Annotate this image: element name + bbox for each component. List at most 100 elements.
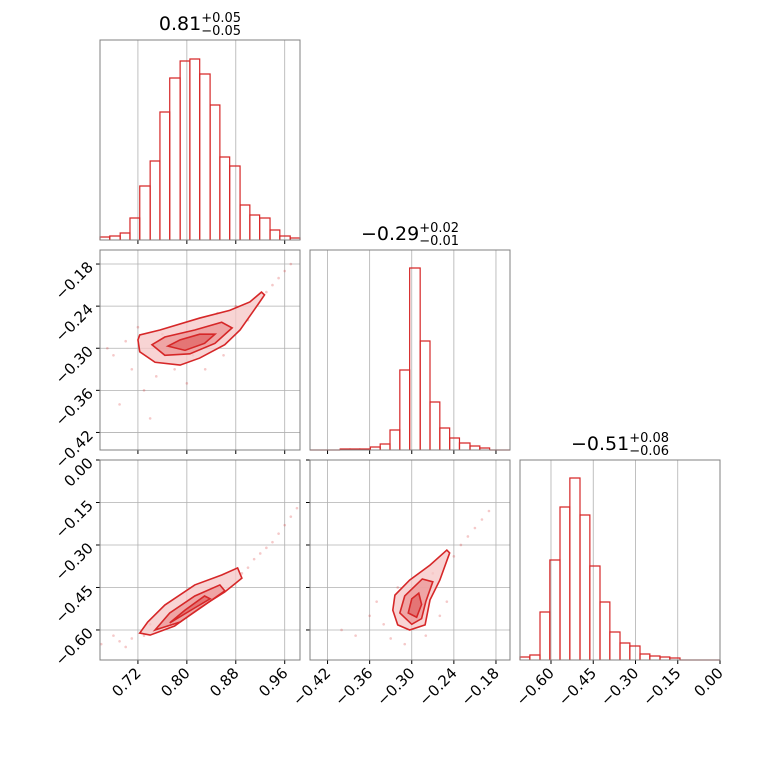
sample-point bbox=[389, 637, 393, 640]
sample-point bbox=[203, 367, 207, 371]
panel-title: 0.81+0.05 −0.05 bbox=[159, 11, 241, 39]
histogram-bin bbox=[159, 111, 171, 240]
sample-point bbox=[112, 634, 115, 637]
histogram-bin bbox=[539, 611, 551, 660]
sample-point bbox=[368, 614, 371, 618]
y-tick-label: −0.18 bbox=[52, 258, 97, 303]
y-tick-label: −0.30 bbox=[52, 342, 97, 387]
sample-point bbox=[396, 586, 400, 589]
sample-point bbox=[271, 283, 274, 287]
title-value: −0.51 bbox=[571, 433, 629, 455]
histogram-bin bbox=[249, 214, 261, 240]
y-tick-label: −0.24 bbox=[52, 300, 97, 345]
sample-point bbox=[283, 523, 287, 527]
sample-point bbox=[154, 375, 158, 378]
histogram-bin bbox=[639, 653, 651, 660]
sample-point bbox=[480, 518, 484, 521]
histogram-bin bbox=[589, 565, 601, 660]
x-tick-label: −0.36 bbox=[331, 664, 376, 709]
panel-frame bbox=[519, 459, 721, 661]
panel-frame bbox=[309, 249, 511, 451]
histogram-bin bbox=[139, 185, 151, 240]
sample-point bbox=[277, 276, 280, 280]
title-value: 0.81 bbox=[159, 13, 201, 35]
title-lower: −0.01 bbox=[419, 234, 459, 249]
y-tick-label: −0.60 bbox=[52, 624, 97, 669]
sample-point bbox=[445, 600, 449, 603]
sample-point bbox=[142, 389, 146, 392]
histogram-bin bbox=[259, 217, 271, 240]
x-tick-label: 0.80 bbox=[157, 664, 193, 700]
y-tick-label: −0.36 bbox=[52, 384, 97, 429]
sample-point bbox=[295, 506, 299, 510]
title-lower: −0.05 bbox=[201, 24, 241, 39]
panel: −0.60−0.45−0.30−0.15 0.00 −0.51+0.08 −0.06 bbox=[513, 431, 727, 709]
panel: 0.72 0.80 0.88 0.960.00−0.15−0.30−0.45−0.60 bbox=[52, 454, 301, 700]
title-upper: +0.02 bbox=[419, 221, 459, 236]
sample-point bbox=[258, 552, 262, 555]
contour bbox=[165, 333, 218, 352]
x-tick-label: −0.30 bbox=[597, 664, 642, 709]
sample-point bbox=[222, 353, 225, 357]
panel: −0.18−0.24−0.30−0.36−0.42 bbox=[52, 249, 301, 472]
sample-point bbox=[112, 353, 115, 357]
contour bbox=[169, 595, 212, 624]
sample-point bbox=[382, 623, 385, 626]
sample-point bbox=[252, 557, 256, 561]
histogram-bin bbox=[399, 369, 411, 450]
sample-point bbox=[148, 417, 152, 420]
histogram-bin bbox=[599, 601, 611, 660]
sample-point bbox=[130, 637, 134, 640]
title-upper: +0.08 bbox=[629, 431, 669, 446]
sample-point bbox=[466, 535, 470, 538]
histogram-bin bbox=[149, 160, 161, 240]
title-upper: +0.05 bbox=[201, 11, 241, 26]
histogram-bin bbox=[569, 477, 581, 660]
histogram-bin bbox=[409, 267, 421, 450]
sample-point bbox=[130, 367, 134, 371]
sample-point bbox=[354, 634, 357, 637]
x-tick-label: −0.15 bbox=[639, 664, 684, 709]
histogram-bin bbox=[389, 429, 401, 450]
panel: −0.29+0.02 −0.01 bbox=[309, 221, 511, 454]
panel-frame bbox=[99, 249, 301, 451]
histogram-bin bbox=[669, 657, 681, 660]
sample-point bbox=[142, 634, 146, 637]
sample-point bbox=[118, 403, 121, 406]
title-value: −0.29 bbox=[361, 223, 419, 245]
sample-point bbox=[265, 290, 268, 294]
sample-point bbox=[459, 543, 463, 547]
panel-title: −0.51+0.08 −0.06 bbox=[571, 431, 669, 459]
panel: 0.81+0.05 −0.05 bbox=[99, 11, 301, 244]
sample-point bbox=[452, 555, 456, 558]
y-tick-label: −0.30 bbox=[52, 539, 97, 584]
histogram-bin bbox=[449, 437, 461, 450]
histogram-bin bbox=[458, 442, 471, 450]
sample-point bbox=[106, 346, 109, 350]
histogram-bin bbox=[619, 642, 631, 660]
title-lower: −0.06 bbox=[629, 444, 669, 459]
x-tick-label: 0.96 bbox=[255, 664, 291, 700]
histogram-bin bbox=[189, 58, 201, 240]
x-tick-label: −0.30 bbox=[373, 664, 418, 709]
x-tick-label: −0.60 bbox=[513, 664, 558, 709]
panel-frame bbox=[99, 39, 301, 241]
y-tick-label: −0.45 bbox=[52, 582, 97, 627]
histogram-bin bbox=[229, 165, 241, 240]
sample-point bbox=[173, 367, 176, 371]
sample-point bbox=[277, 532, 280, 535]
histogram-bin bbox=[239, 204, 251, 240]
panel-title: −0.29+0.02 −0.01 bbox=[361, 221, 459, 249]
x-tick-label: −0.45 bbox=[555, 664, 600, 709]
sample-point bbox=[124, 645, 127, 649]
sample-point bbox=[246, 566, 250, 569]
histogram-bin bbox=[579, 514, 591, 660]
histogram-bin bbox=[199, 73, 211, 240]
sample-point bbox=[403, 642, 407, 646]
x-tick-label: 0.72 bbox=[108, 664, 144, 700]
sample-point bbox=[240, 572, 244, 575]
histogram-bin bbox=[479, 447, 491, 450]
histogram-bin bbox=[269, 229, 281, 240]
histogram-bin bbox=[429, 401, 441, 450]
